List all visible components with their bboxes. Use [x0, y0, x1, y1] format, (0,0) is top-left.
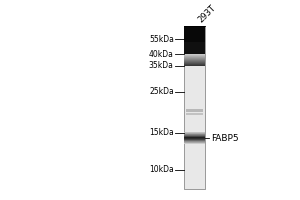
Bar — [184, 65, 205, 66]
Bar — [184, 135, 205, 136]
Text: FABP5: FABP5 — [211, 134, 238, 143]
Bar — [184, 139, 205, 140]
Bar — [184, 54, 205, 55]
Bar — [184, 55, 205, 56]
Bar — [184, 136, 205, 137]
Bar — [184, 138, 205, 139]
Bar — [184, 133, 205, 134]
Bar — [184, 139, 205, 140]
Bar — [184, 26, 205, 42]
Bar — [184, 137, 205, 138]
Bar — [184, 63, 205, 64]
Bar — [184, 140, 205, 141]
Bar — [184, 57, 205, 58]
Bar — [184, 54, 205, 55]
Bar — [184, 57, 205, 58]
Bar — [184, 55, 205, 56]
Bar — [184, 58, 205, 59]
Text: 293T: 293T — [196, 3, 218, 25]
Bar — [184, 134, 205, 135]
Bar — [184, 59, 205, 60]
Text: 25kDa: 25kDa — [149, 87, 174, 96]
Bar — [184, 143, 205, 144]
Bar — [184, 142, 205, 143]
Bar — [184, 58, 205, 59]
Bar — [184, 56, 205, 57]
Text: 35kDa: 35kDa — [149, 61, 174, 70]
Bar — [184, 63, 205, 64]
Bar — [184, 26, 205, 189]
Text: 55kDa: 55kDa — [149, 35, 174, 44]
Bar — [186, 109, 203, 112]
Bar — [184, 61, 205, 62]
Bar — [184, 142, 205, 143]
Bar — [184, 132, 205, 133]
Bar — [184, 59, 205, 60]
Bar — [184, 135, 205, 136]
Bar — [184, 60, 205, 61]
Text: 15kDa: 15kDa — [149, 128, 174, 137]
Text: 40kDa: 40kDa — [149, 50, 174, 59]
Bar — [184, 65, 205, 66]
Bar — [184, 136, 205, 137]
Bar — [184, 141, 205, 142]
Bar — [184, 42, 205, 54]
Text: 10kDa: 10kDa — [149, 165, 174, 174]
Bar — [184, 133, 205, 134]
Bar — [184, 64, 205, 65]
Bar — [184, 62, 205, 63]
Bar — [184, 61, 205, 62]
Bar — [184, 62, 205, 63]
Bar — [184, 56, 205, 57]
Bar — [184, 64, 205, 65]
Bar — [184, 60, 205, 61]
Bar — [186, 113, 203, 115]
